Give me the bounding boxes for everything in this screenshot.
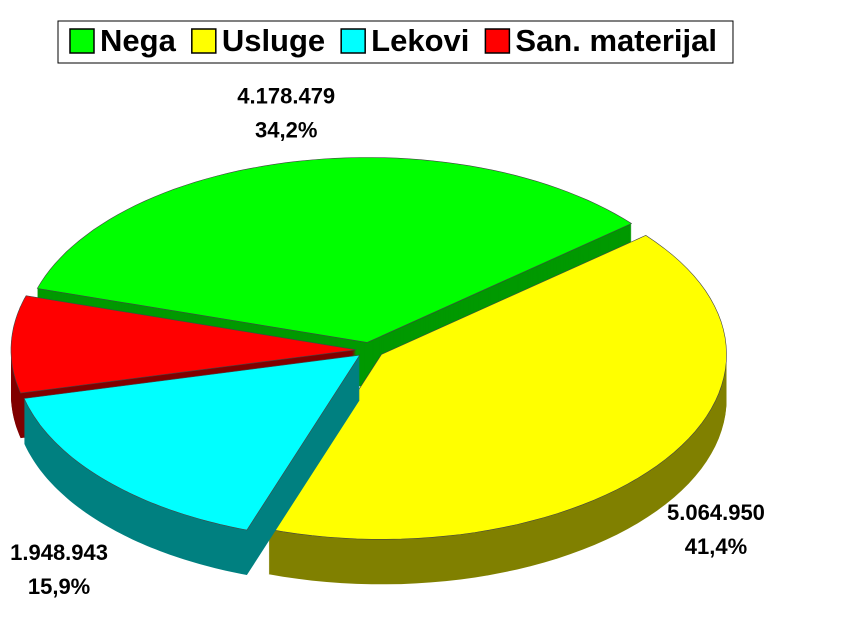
slice bbox=[10, 295, 357, 394]
legend-label: Lekovi bbox=[371, 23, 469, 58]
slice bbox=[268, 235, 727, 540]
legend-label: San. materijal bbox=[515, 23, 717, 58]
slice-group bbox=[23, 354, 361, 575]
value-label: 4.178.479 bbox=[237, 84, 335, 109]
slice bbox=[36, 157, 633, 343]
legend-swatch bbox=[340, 28, 366, 54]
value-label: 1.948.943 bbox=[10, 540, 108, 565]
legend-label: Nega bbox=[100, 23, 177, 58]
value-label: 5.064.950 bbox=[667, 500, 765, 525]
legend-box bbox=[57, 20, 734, 64]
legend-swatch bbox=[69, 28, 95, 54]
percent-label: 15,9% bbox=[28, 574, 90, 599]
percent-label: 34,2% bbox=[255, 118, 317, 143]
percent-label: 41,4% bbox=[685, 534, 747, 559]
legend-label: Usluge bbox=[222, 23, 325, 58]
slice-group bbox=[268, 235, 727, 585]
slice bbox=[23, 354, 361, 531]
legend-swatch bbox=[484, 28, 511, 54]
legend-swatch bbox=[191, 28, 217, 54]
